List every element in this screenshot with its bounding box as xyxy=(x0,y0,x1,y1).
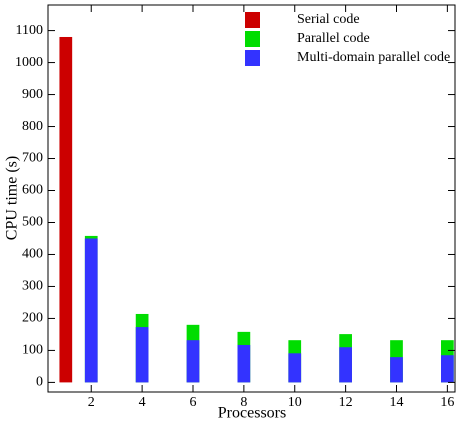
y-axis-label: CPU time (s) xyxy=(4,156,21,240)
y-tick-label: 300 xyxy=(22,279,43,294)
legend-label: Multi-domain parallel code xyxy=(297,50,450,65)
y-tick-label: 0 xyxy=(36,375,43,390)
x-tick-label: 14 xyxy=(389,395,403,410)
x-tick-label: 6 xyxy=(189,395,196,410)
y-tick-label: 800 xyxy=(22,119,43,134)
bar xyxy=(237,344,251,383)
y-tick-label: 200 xyxy=(22,311,43,326)
legend-swatch xyxy=(245,12,260,28)
bar xyxy=(339,347,352,383)
y-tick-label: 1000 xyxy=(15,55,43,70)
bar xyxy=(441,355,454,383)
bar xyxy=(84,238,98,383)
x-axis-label: Processors xyxy=(218,405,286,422)
bar xyxy=(59,36,73,383)
x-tick-label: 4 xyxy=(139,395,146,410)
y-tick-label: 100 xyxy=(22,343,43,358)
x-tick-label: 2 xyxy=(88,395,95,410)
bar xyxy=(288,353,302,383)
y-tick-label: 700 xyxy=(22,151,43,166)
bar xyxy=(135,327,149,383)
y-tick-label: 500 xyxy=(22,215,43,230)
legend-swatch xyxy=(245,31,260,47)
bar xyxy=(186,340,200,383)
x-tick-label: 10 xyxy=(288,395,302,410)
y-tick-label: 900 xyxy=(22,87,43,102)
x-tick-label: 8 xyxy=(240,395,247,410)
bar xyxy=(390,357,403,383)
y-tick-label: 1100 xyxy=(16,23,43,38)
plot-frame xyxy=(47,4,456,393)
y-tick-label: 400 xyxy=(22,247,43,262)
y-tick-label: 600 xyxy=(22,183,43,198)
x-tick-label: 12 xyxy=(339,395,353,410)
legend-label: Serial code xyxy=(297,12,360,27)
legend-swatch xyxy=(245,50,260,66)
x-tick-label: 16 xyxy=(440,395,454,410)
legend-label: Parallel code xyxy=(297,31,370,46)
